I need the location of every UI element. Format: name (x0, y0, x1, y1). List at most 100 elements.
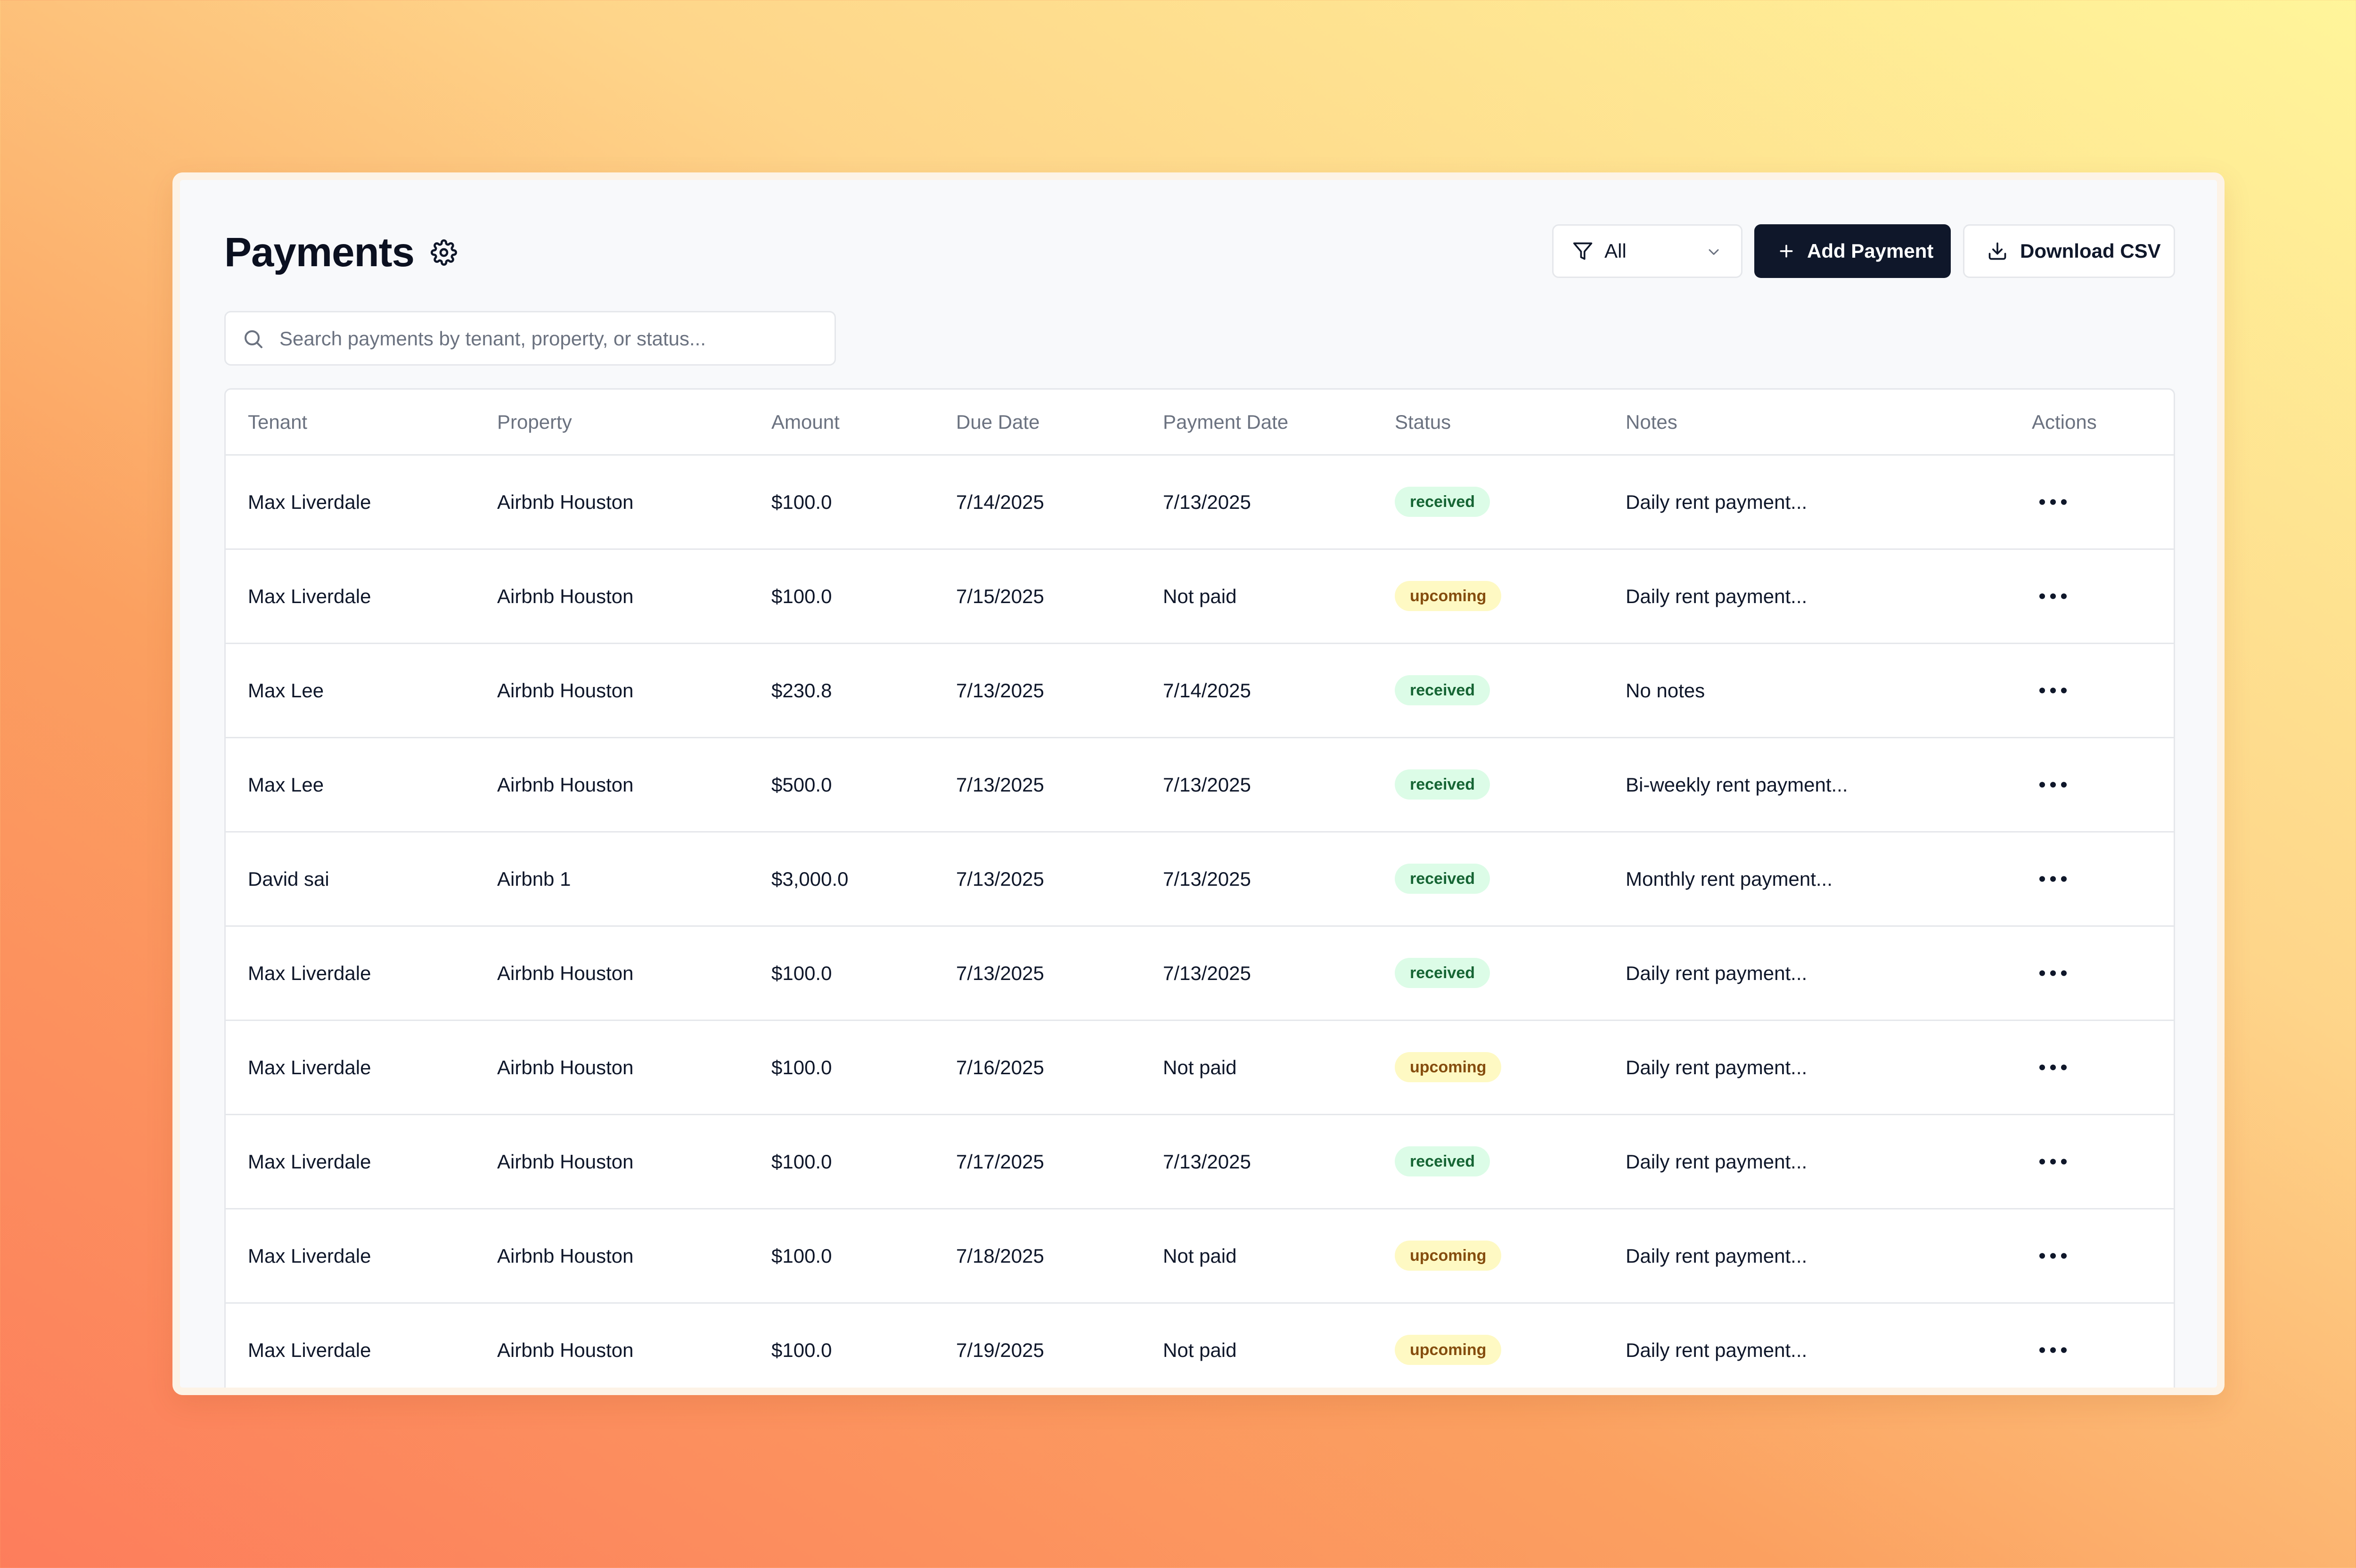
payments-table: Tenant Property Amount Due Date Payment … (224, 388, 2175, 1388)
table-body: Max Liverdale Airbnb Houston $100.0 7/14/20… (226, 456, 2174, 1388)
due-date-cell: 7/14/2025 (956, 491, 1044, 513)
page-title: Payments (224, 229, 415, 275)
payment-date-cell: Not paid (1163, 1056, 1237, 1078)
payment-date-cell: 7/13/2025 (1163, 491, 1251, 513)
table-row: Max Liverdale Airbnb Houston $100.0 7/18/20… (226, 1209, 2174, 1304)
app-window: Payments All Add Payment Download CSV Te… (172, 172, 2225, 1395)
due-date-cell: 7/13/2025 (956, 774, 1044, 796)
tenant-cell: David sai (248, 868, 329, 890)
property-cell: Airbnb Houston (497, 1245, 634, 1267)
more-horizontal-icon[interactable] (2037, 1059, 2070, 1076)
notes-cell: Daily rent payment... (1626, 491, 1808, 513)
payment-date-cell: 7/13/2025 (1163, 1151, 1251, 1173)
payment-date-cell: 7/14/2025 (1163, 679, 1251, 702)
amount-cell: $500.0 (771, 774, 832, 796)
due-date-cell: 7/13/2025 (956, 679, 1044, 702)
more-horizontal-icon[interactable] (2037, 682, 2070, 699)
notes-cell: Daily rent payment... (1626, 1245, 1808, 1267)
status-filter-select[interactable]: All (1552, 224, 1742, 278)
due-date-cell: 7/18/2025 (956, 1245, 1044, 1267)
tenant-cell: Max Lee (248, 774, 324, 796)
status-badge: upcoming (1395, 1241, 1502, 1271)
column-header-actions: Actions (2032, 411, 2097, 433)
amount-cell: $100.0 (771, 1056, 832, 1078)
due-date-cell: 7/13/2025 (956, 868, 1044, 890)
column-header-amount: Amount (771, 411, 840, 433)
table-row: Max Lee Airbnb Houston $500.0 7/13/2025 7/13… (226, 738, 2174, 833)
more-horizontal-icon[interactable] (2037, 1341, 2070, 1359)
payment-date-cell: Not paid (1163, 1339, 1237, 1361)
notes-cell: Daily rent payment... (1626, 585, 1808, 607)
status-badge: received (1395, 769, 1490, 800)
property-cell: Airbnb Houston (497, 962, 634, 984)
property-cell: Airbnb Houston (497, 1339, 634, 1361)
filter-selected-value: All (1604, 240, 1627, 262)
notes-cell: Daily rent payment... (1626, 962, 1808, 984)
column-header-notes: Notes (1626, 411, 1677, 433)
payment-date-cell: 7/13/2025 (1163, 774, 1251, 796)
download-csv-button[interactable]: Download CSV (1963, 224, 2175, 278)
due-date-cell: 7/16/2025 (956, 1056, 1044, 1078)
table-row: Max Liverdale Airbnb Houston $100.0 7/13/20… (226, 927, 2174, 1021)
gear-icon[interactable] (431, 239, 457, 266)
plus-icon (1780, 245, 1793, 258)
download-csv-label: Download CSV (2020, 240, 2161, 262)
column-header-due-date: Due Date (956, 411, 1040, 433)
tenant-cell: Max Liverdale (248, 1151, 371, 1173)
amount-cell: $100.0 (771, 1245, 832, 1267)
more-horizontal-icon[interactable] (2037, 870, 2070, 888)
property-cell: Airbnb Houston (497, 1151, 634, 1173)
property-cell: Airbnb Houston (497, 491, 634, 513)
amount-cell: $100.0 (771, 1151, 832, 1173)
column-header-property: Property (497, 411, 572, 433)
status-badge: received (1395, 864, 1490, 894)
due-date-cell: 7/15/2025 (956, 585, 1044, 607)
status-badge: upcoming (1395, 581, 1502, 611)
notes-cell: Daily rent payment... (1626, 1151, 1808, 1173)
property-cell: Airbnb Houston (497, 679, 634, 702)
add-payment-label: Add Payment (1807, 240, 1934, 262)
amount-cell: $3,000.0 (771, 868, 849, 890)
amount-cell: $100.0 (771, 1339, 832, 1361)
table-row: Max Liverdale Airbnb Houston $100.0 7/15/20… (226, 550, 2174, 644)
tenant-cell: Max Liverdale (248, 491, 371, 513)
chevron-down-icon (1709, 249, 1719, 255)
tenant-cell: Max Liverdale (248, 962, 371, 984)
more-horizontal-icon[interactable] (2037, 493, 2070, 511)
due-date-cell: 7/17/2025 (956, 1151, 1044, 1173)
tenant-cell: Max Liverdale (248, 1245, 371, 1267)
more-horizontal-icon[interactable] (2037, 776, 2070, 793)
tenant-cell: Max Lee (248, 679, 324, 702)
more-horizontal-icon[interactable] (2037, 1153, 2070, 1170)
notes-cell: Monthly rent payment... (1626, 868, 1832, 890)
payments-panel: Payments All Add Payment Download CSV Te… (180, 180, 2217, 1388)
download-icon (1988, 242, 2006, 260)
notes-cell: Daily rent payment... (1626, 1056, 1808, 1078)
search-input[interactable] (278, 322, 822, 356)
column-header-status: Status (1395, 411, 1451, 433)
filter-icon (1573, 242, 1593, 260)
search-box (224, 311, 836, 366)
more-horizontal-icon[interactable] (2037, 964, 2070, 982)
column-header-tenant: Tenant (248, 411, 308, 433)
property-cell: Airbnb Houston (497, 774, 634, 796)
more-horizontal-icon[interactable] (2037, 1247, 2070, 1265)
amount-cell: $100.0 (771, 962, 832, 984)
status-badge: received (1395, 675, 1490, 705)
table-row: Max Liverdale Airbnb Houston $100.0 7/19/20… (226, 1304, 2174, 1388)
more-horizontal-icon[interactable] (2037, 588, 2070, 605)
tenant-cell: Max Liverdale (248, 1339, 371, 1361)
due-date-cell: 7/13/2025 (956, 962, 1044, 984)
table-row: David sai Airbnb 1 $3,000.0 7/13/2025 7/13/2… (226, 833, 2174, 927)
amount-cell: $230.8 (771, 679, 832, 702)
add-payment-button[interactable]: Add Payment (1754, 224, 1951, 278)
notes-cell: Bi-weekly rent payment... (1626, 774, 1848, 796)
table-row: Max Liverdale Airbnb Houston $100.0 7/16/20… (226, 1021, 2174, 1115)
table-header: Tenant Property Amount Due Date Payment … (226, 390, 2174, 456)
status-badge: received (1395, 487, 1490, 517)
tenant-cell: Max Liverdale (248, 585, 371, 607)
due-date-cell: 7/19/2025 (956, 1339, 1044, 1361)
table-row: Max Lee Airbnb Houston $230.8 7/13/2025 7/14… (226, 644, 2174, 738)
status-badge: received (1395, 1146, 1490, 1176)
property-cell: Airbnb Houston (497, 1056, 634, 1078)
